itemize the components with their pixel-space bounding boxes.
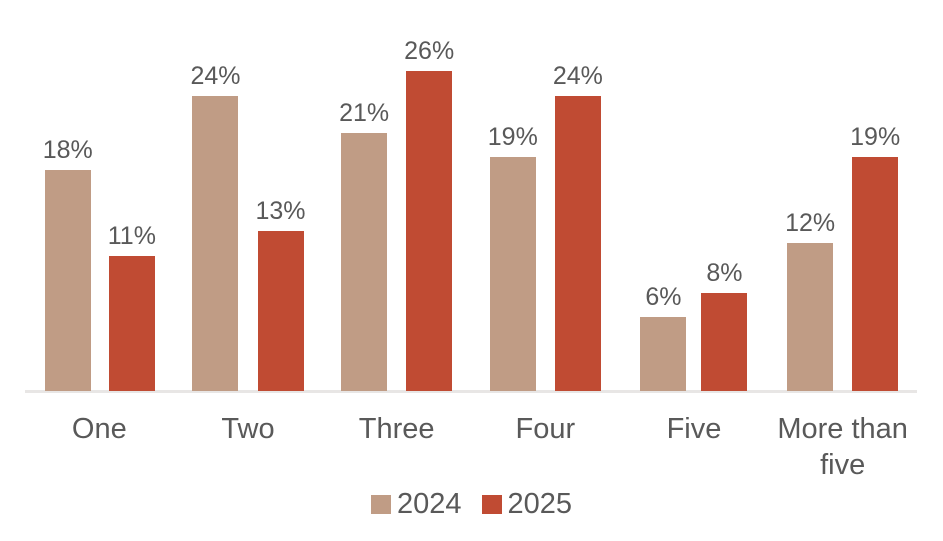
- bar-group: 21% 26%: [322, 0, 471, 391]
- bar-value-label: 24%: [190, 61, 241, 90]
- legend-label: 2025: [507, 488, 573, 520]
- legend-label: 2024: [396, 488, 462, 520]
- bar-value-label: 19%: [850, 122, 901, 151]
- bar-group: 18% 11%: [25, 0, 174, 391]
- legend-item: 2025: [481, 488, 573, 520]
- x-axis-line: [25, 390, 917, 393]
- legend: 2024 2025: [0, 490, 943, 519]
- bar-column: 11%: [108, 0, 156, 391]
- legend-swatch: [370, 495, 391, 514]
- bar: [406, 71, 453, 391]
- category-axis: One Two Three Four Five More than five: [25, 411, 917, 481]
- bar-column: 19%: [850, 0, 900, 391]
- bar-column: 26%: [404, 0, 454, 391]
- bar-column: 24%: [190, 0, 240, 391]
- category-label: Four: [515, 413, 576, 445]
- bar: [192, 96, 239, 391]
- legend-swatch: [481, 495, 502, 514]
- bar-column: 24%: [553, 0, 603, 391]
- bar-column: 13%: [255, 0, 306, 391]
- plot-area: 18% 11% 24% 13% 21% 26% 19% 24% 6% 8% 12% 19%: [25, 0, 917, 393]
- bar: [108, 256, 155, 391]
- bar: [852, 157, 899, 391]
- category-label: More than five: [777, 413, 908, 482]
- bar-column: 8%: [701, 0, 748, 391]
- bar-column: 12%: [785, 0, 835, 391]
- bar-column: 18%: [43, 0, 93, 391]
- bar-value-label: 21%: [339, 98, 390, 127]
- bar: [341, 133, 388, 391]
- bar-value-label: 8%: [706, 258, 743, 287]
- bar: [640, 317, 687, 391]
- bar: [44, 170, 91, 391]
- bar-group: 19% 24%: [471, 0, 620, 391]
- bar-column: 21%: [339, 0, 389, 391]
- bar-value-label: 11%: [107, 221, 156, 250]
- bar-column: 6%: [640, 0, 687, 391]
- bar-value-label: 13%: [255, 196, 306, 225]
- bar: [787, 243, 834, 391]
- bar-value-label: 19%: [487, 122, 538, 151]
- bar: [257, 231, 304, 391]
- bar-column: 19%: [488, 0, 538, 391]
- category-label: Three: [358, 413, 435, 445]
- bar-value-label: 6%: [645, 282, 682, 311]
- bar: [701, 293, 748, 391]
- category-label: Two: [221, 413, 275, 445]
- bar: [554, 96, 601, 391]
- bar-value-label: 24%: [552, 61, 603, 90]
- bar: [489, 157, 536, 391]
- bar-value-label: 12%: [785, 208, 836, 237]
- bar-value-label: 26%: [404, 36, 455, 65]
- bar-group: 12% 19%: [768, 0, 917, 391]
- bar-group: 24% 13%: [174, 0, 323, 391]
- category-label: Five: [666, 413, 722, 445]
- bar-group: 6% 8%: [620, 0, 769, 391]
- bar-value-label: 18%: [42, 135, 93, 164]
- legend-item: 2024: [370, 488, 462, 520]
- category-label: One: [71, 413, 127, 445]
